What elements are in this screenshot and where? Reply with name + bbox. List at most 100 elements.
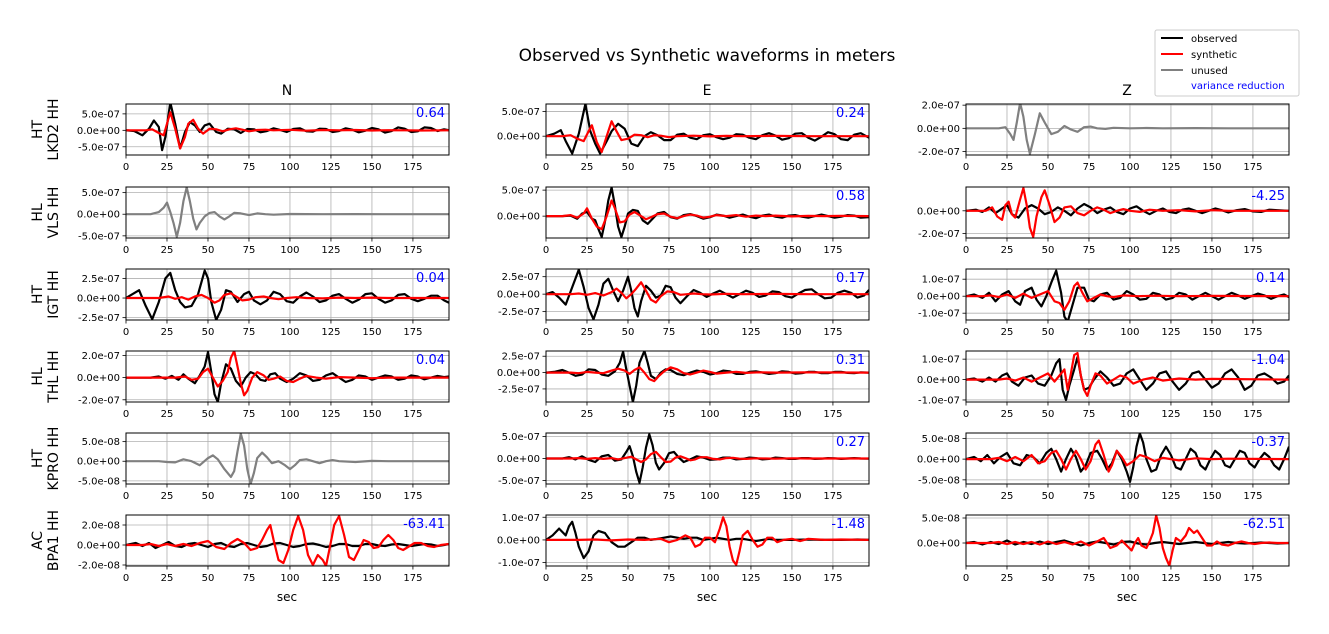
x-tick-label: 175 — [1243, 409, 1262, 420]
y-tick-label: 0.0e+00 — [917, 124, 960, 135]
column-title-e: E — [703, 83, 712, 99]
x-tick-label: 75 — [243, 491, 256, 502]
x-tick-label: 25 — [1001, 162, 1014, 173]
row-label-line: KPRO HH — [46, 427, 62, 491]
x-tick-label: 125 — [321, 245, 340, 256]
y-tick-label: -1.0e-07 — [498, 558, 540, 569]
x-tick-label: 0 — [123, 573, 129, 584]
x-tick-label: 100 — [700, 245, 719, 256]
panel-e-4: 0 25 50 75 100 125 150 175 5.0e-07 0.0e+00 -5.0e-0… — [497, 432, 870, 502]
synthetic-trace — [546, 366, 869, 383]
panel-frame — [125, 186, 450, 239]
x-tick-label: 150 — [1202, 162, 1221, 173]
x-tick-label: 25 — [161, 409, 174, 420]
x-tick-label: 125 — [1161, 327, 1180, 338]
row-label-line: HT — [30, 120, 46, 140]
x-tick-label: 125 — [1161, 409, 1180, 420]
x-tick-label: 0 — [543, 245, 549, 256]
unused-trace — [966, 104, 1289, 155]
x-tick-label: 75 — [1083, 162, 1096, 173]
panel-n-0: 0 25 50 75 100 125 150 175 5.0e-07 0.0e+00 -5.0e-0… — [77, 103, 450, 173]
legend-variance-reduction-label: variance reduction — [1191, 81, 1285, 92]
variance-reduction-value: -63.41 — [403, 517, 445, 532]
x-tick-label: 125 — [321, 573, 340, 584]
x-tick-label: 50 — [622, 327, 635, 338]
x-tick-label: 75 — [1083, 573, 1096, 584]
y-tick-label: 5.0e-07 — [82, 109, 120, 120]
row-label-2: HT IGT HH — [30, 270, 62, 319]
x-tick-label: 100 — [1120, 245, 1139, 256]
x-tick-label: 25 — [161, 162, 174, 173]
panel-frame — [965, 268, 1290, 321]
synthetic-trace — [546, 281, 869, 304]
x-tick-label: 50 — [622, 491, 635, 502]
y-tick-label: 0.0e+00 — [77, 541, 120, 552]
y-tick-label: 0.0e+00 — [77, 126, 120, 137]
y-tick-label: -2.0e-07 — [78, 395, 120, 406]
x-tick-label: 125 — [321, 491, 340, 502]
x-tick-label: 175 — [823, 573, 842, 584]
x-tick-label: 0 — [543, 409, 549, 420]
y-tick-label: 2.5e-07 — [502, 352, 540, 363]
x-tick-label: 150 — [782, 573, 801, 584]
x-tick-label: 125 — [741, 573, 760, 584]
panel-frame — [545, 514, 870, 567]
synthetic-trace — [126, 515, 449, 566]
x-tick-label: 75 — [663, 573, 676, 584]
x-tick-label: 75 — [663, 409, 676, 420]
y-tick-label: 2.5e-07 — [502, 272, 540, 283]
variance-reduction-value: 0.64 — [416, 106, 445, 121]
panel-frame — [965, 103, 1290, 156]
variance-reduction-value: -62.51 — [1243, 517, 1285, 532]
x-tick-label: 25 — [161, 491, 174, 502]
variance-reduction-value: -0.37 — [1251, 435, 1285, 450]
column-title-z: Z — [1122, 83, 1132, 99]
x-tick-label: 125 — [1161, 491, 1180, 502]
y-tick-label: 0.0e+00 — [497, 535, 540, 546]
x-tick-label: 75 — [663, 245, 676, 256]
row-label-5: AC BPA1 HH — [30, 510, 62, 571]
x-tick-label: 25 — [1001, 245, 1014, 256]
panel-frame — [545, 186, 870, 239]
figure-title: Observed vs Synthetic waveforms in meter… — [519, 46, 896, 66]
synthetic-trace — [126, 111, 449, 150]
x-tick-label: 0 — [123, 245, 129, 256]
x-tick-label: 150 — [362, 245, 381, 256]
synthetic-trace — [966, 281, 1289, 311]
y-tick-label: -2.5e-07 — [78, 313, 120, 324]
x-tick-label: 0 — [963, 409, 969, 420]
x-tick-label: 100 — [1120, 573, 1139, 584]
panel-n-5: 0 25 50 75 100 125 150 175 2.0e-08 0.0e+00 -2.0e-0… — [77, 514, 450, 584]
legend: observed synthetic unused variance reduc… — [1154, 29, 1300, 97]
row-label-line: VLS HH — [46, 187, 62, 239]
panel-frame — [125, 350, 450, 403]
x-tick-label: 50 — [1042, 409, 1055, 420]
synthetic-trace — [546, 199, 869, 231]
x-tick-label: 150 — [1202, 491, 1221, 502]
row-label-line: AC — [30, 531, 46, 550]
x-tick-label: 175 — [403, 573, 422, 584]
x-tick-label: 150 — [1202, 327, 1221, 338]
y-tick-label: 1.0e-07 — [922, 275, 960, 286]
y-tick-label: 5.0e-07 — [502, 107, 540, 118]
x-tick-label: 100 — [700, 491, 719, 502]
legend-observed-label: observed — [1191, 34, 1237, 45]
y-tick-label: 5.0e-08 — [82, 437, 120, 448]
x-tick-label: 100 — [700, 409, 719, 420]
variance-reduction-value: 0.04 — [416, 353, 445, 368]
x-tick-label: 25 — [581, 327, 594, 338]
y-tick-label: 5.0e-08 — [922, 434, 960, 445]
x-tick-label: 75 — [1083, 491, 1096, 502]
x-tick-label: 175 — [1243, 573, 1262, 584]
x-tick-label: 75 — [663, 162, 676, 173]
panel-z-0: 0 25 50 75 100 125 150 175 2.0e-07 0.0e+00 -2.0e-0… — [917, 101, 1290, 173]
x-tick-label: 100 — [280, 245, 299, 256]
y-tick-label: -2.5e-07 — [498, 384, 540, 395]
x-tick-label: 150 — [782, 245, 801, 256]
variance-reduction-value: 0.24 — [836, 106, 865, 121]
x-tick-label: 150 — [782, 162, 801, 173]
y-tick-label: 5.0e-07 — [82, 188, 120, 199]
column-title-n: N — [282, 83, 292, 99]
x-tick-label: 25 — [581, 245, 594, 256]
x-tick-label: 25 — [581, 491, 594, 502]
